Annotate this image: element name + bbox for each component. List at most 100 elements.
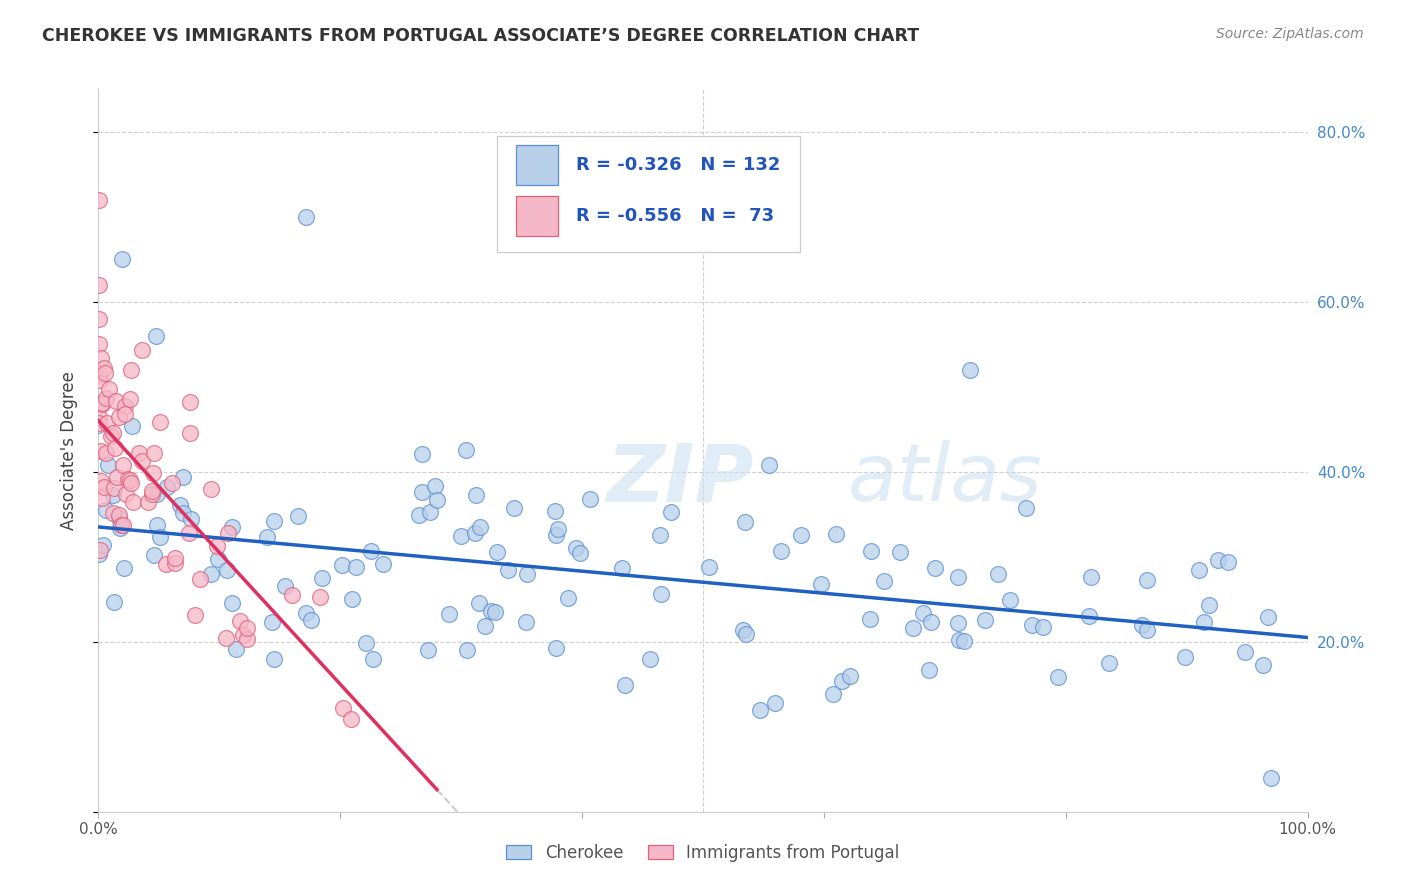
Point <box>354 636 377 650</box>
Point <box>183 608 205 623</box>
Point <box>426 492 449 507</box>
Point <box>411 484 433 499</box>
Point <box>87 277 110 292</box>
Point <box>998 592 1021 607</box>
Point <box>114 399 136 413</box>
Text: ZIP: ZIP <box>606 441 754 518</box>
Text: Source: ZipAtlas.com: Source: ZipAtlas.com <box>1216 27 1364 41</box>
Y-axis label: Associate's Degree: Associate's Degree <box>59 371 77 530</box>
Point <box>344 560 367 574</box>
Point <box>1251 657 1274 672</box>
Point <box>110 521 132 535</box>
Point <box>155 557 177 571</box>
FancyBboxPatch shape <box>498 136 800 252</box>
Point <box>96 416 118 430</box>
Point <box>108 511 131 525</box>
Point <box>1078 609 1101 624</box>
Point <box>179 425 201 440</box>
Point <box>131 453 153 467</box>
Point <box>263 514 285 528</box>
Point <box>1216 555 1239 569</box>
Point <box>638 652 661 666</box>
Point <box>149 530 172 544</box>
Point <box>90 474 112 488</box>
Point <box>111 252 134 267</box>
Point <box>87 368 110 382</box>
Point <box>1233 645 1256 659</box>
Point <box>474 619 496 633</box>
Point <box>810 577 832 591</box>
Point <box>339 712 361 726</box>
Point <box>973 613 995 627</box>
Point <box>821 687 844 701</box>
Point <box>169 499 191 513</box>
Point <box>87 416 110 430</box>
Point <box>946 616 969 631</box>
Point <box>1046 669 1069 683</box>
Point <box>299 614 322 628</box>
Point <box>544 504 567 518</box>
Point <box>450 528 472 542</box>
Point <box>1198 598 1220 612</box>
Point <box>110 517 132 532</box>
Point <box>1260 771 1282 785</box>
Point <box>330 558 353 573</box>
Point <box>790 528 813 542</box>
Point <box>948 570 970 584</box>
Point <box>734 627 756 641</box>
Point <box>120 362 142 376</box>
Point <box>287 508 309 523</box>
Point <box>614 678 637 692</box>
Point <box>149 415 172 429</box>
Text: R = -0.556   N =  73: R = -0.556 N = 73 <box>576 207 775 225</box>
Point <box>419 505 441 519</box>
Point <box>516 566 538 581</box>
Point <box>215 563 238 577</box>
Point <box>295 210 318 224</box>
Point <box>371 558 394 572</box>
Point <box>96 445 118 459</box>
Point <box>114 407 136 421</box>
Point <box>207 552 229 566</box>
Point <box>578 492 600 507</box>
Point <box>94 366 117 380</box>
Point <box>142 466 165 480</box>
Point <box>361 652 384 666</box>
Point <box>87 193 110 207</box>
Point <box>97 382 120 396</box>
Point <box>262 615 284 630</box>
Point <box>699 559 721 574</box>
Point <box>112 561 135 575</box>
Point <box>1135 573 1157 587</box>
Point <box>142 548 165 562</box>
Point <box>100 428 122 442</box>
Point <box>229 614 252 628</box>
Point <box>121 419 143 434</box>
Point <box>200 566 222 581</box>
Point <box>118 392 141 406</box>
Point <box>873 574 896 588</box>
Point <box>104 441 127 455</box>
Point <box>650 528 672 542</box>
Point <box>486 545 509 559</box>
Point <box>89 373 111 387</box>
Point <box>311 571 333 585</box>
Point <box>917 664 939 678</box>
Point <box>411 448 433 462</box>
Point <box>172 470 194 484</box>
Point <box>546 640 568 655</box>
Point <box>112 458 135 473</box>
Point <box>87 311 110 326</box>
Point <box>838 668 860 682</box>
Point <box>340 592 363 607</box>
Point <box>281 588 304 602</box>
Point <box>912 606 935 620</box>
Point <box>889 545 911 559</box>
Text: R = -0.326   N = 132: R = -0.326 N = 132 <box>576 156 780 174</box>
Point <box>659 505 682 519</box>
Point <box>117 472 139 486</box>
Point <box>903 621 925 635</box>
FancyBboxPatch shape <box>516 145 558 185</box>
Point <box>91 491 114 506</box>
Point <box>101 425 124 440</box>
